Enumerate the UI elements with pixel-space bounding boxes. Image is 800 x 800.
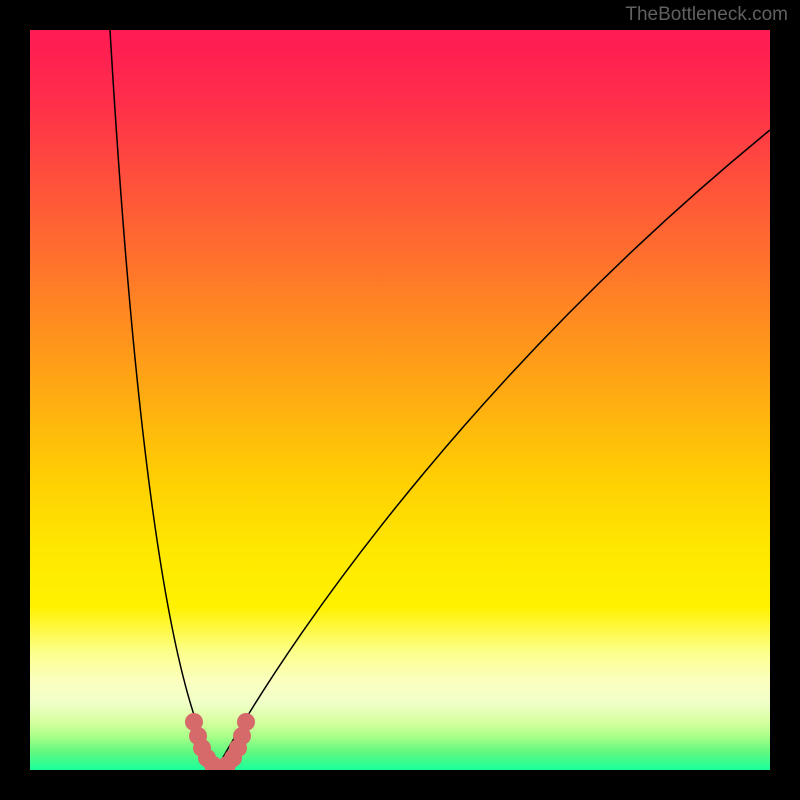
bottleneck-chart	[30, 30, 770, 770]
watermark-text: TheBottleneck.com	[625, 4, 788, 26]
chart-container	[30, 30, 770, 770]
marker-point	[237, 713, 255, 731]
chart-background	[30, 30, 770, 770]
